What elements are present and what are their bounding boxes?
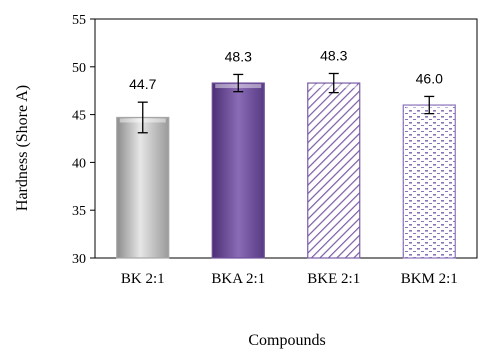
x-tick-label: BKE 2:1 xyxy=(307,271,360,287)
data-label: 46.0 xyxy=(416,70,443,86)
y-tick-label: 35 xyxy=(72,204,86,219)
bar-bk xyxy=(116,116,170,259)
x-tick-label: BKM 2:1 xyxy=(401,271,458,287)
plot-area-frame xyxy=(94,18,478,259)
x-tick-label: BKA 2:1 xyxy=(211,271,265,287)
y-tick-label: 45 xyxy=(72,109,86,124)
y-tick-label: 30 xyxy=(72,252,86,267)
bar-bkm xyxy=(402,104,456,259)
data-label: 48.3 xyxy=(225,48,252,64)
data-label: 48.3 xyxy=(320,47,347,63)
y-tick-label: 50 xyxy=(72,61,86,76)
data-label: 44.7 xyxy=(129,76,156,92)
bar-bke xyxy=(307,82,361,259)
y-tick-label: 40 xyxy=(72,156,86,171)
bars: 44.7 48.3 48.3 46.0 xyxy=(116,47,456,259)
bar-bka xyxy=(211,82,265,259)
x-axis-labels: BK 2:1 BKA 2:1 BKE 2:1 BKM 2:1 xyxy=(121,271,458,287)
y-axis-ticks: 30 35 40 45 50 55 xyxy=(72,13,95,267)
x-axis-title: Compounds xyxy=(248,332,325,349)
x-tick-label: BK 2:1 xyxy=(121,271,165,287)
y-tick-label: 55 xyxy=(72,13,86,28)
y-axis-title: Hardness (Shore A) xyxy=(14,85,31,211)
